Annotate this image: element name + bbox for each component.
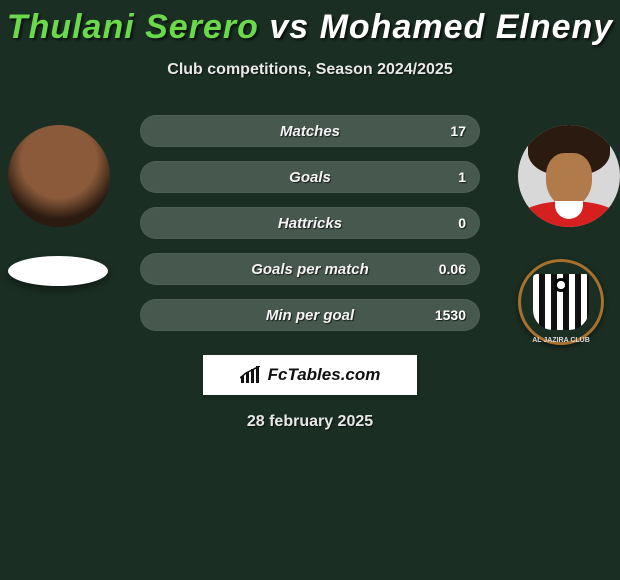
title-vs: vs [269,8,309,46]
bar-chart-icon [240,366,262,384]
stat-label: Goals per match [214,261,406,278]
stat-label: Hattricks [214,215,406,232]
player1-face-icon [8,125,110,227]
oval-badge-icon [8,256,108,286]
stat-row-hattricks: Hattricks 0 [140,207,480,239]
title-player2: Mohamed Elneny [320,8,614,46]
stat-label: Goals [214,169,406,186]
stat-right-value: 0 [406,215,466,231]
stat-row-goals: Goals 1 [140,161,480,193]
stat-label: Matches [214,123,406,140]
comparison-date: 28 february 2025 [0,413,620,431]
player1-avatar [8,125,110,227]
stat-label: Min per goal [214,307,406,324]
comparison-title: Thulani Serero vs Mohamed Elneny [0,0,620,47]
club-crest-icon: AL JAZIRA CLUB [518,259,604,345]
title-player1: Thulani Serero [7,8,259,46]
stat-right-value: 0.06 [406,261,466,277]
brand-box: FcTables.com [203,355,417,395]
stat-row-min-per-goal: Min per goal 1530 [140,299,480,331]
brand-text: FcTables.com [268,365,381,385]
player2-club-badge: AL JAZIRA CLUB [510,259,612,311]
player2-face-icon [518,125,620,227]
club-crest-text: AL JAZIRA CLUB [521,337,601,344]
stats-table: Matches 17 Goals 1 Hattricks 0 Goals per… [140,115,480,331]
stat-right-value: 1 [406,169,466,185]
stat-right-value: 17 [406,123,466,139]
subtitle: Club competitions, Season 2024/2025 [0,61,620,79]
stat-row-matches: Matches 17 [140,115,480,147]
stat-right-value: 1530 [406,307,466,323]
player2-avatar [518,125,620,227]
stat-row-goals-per-match: Goals per match 0.06 [140,253,480,285]
player1-club-badge [8,246,110,298]
